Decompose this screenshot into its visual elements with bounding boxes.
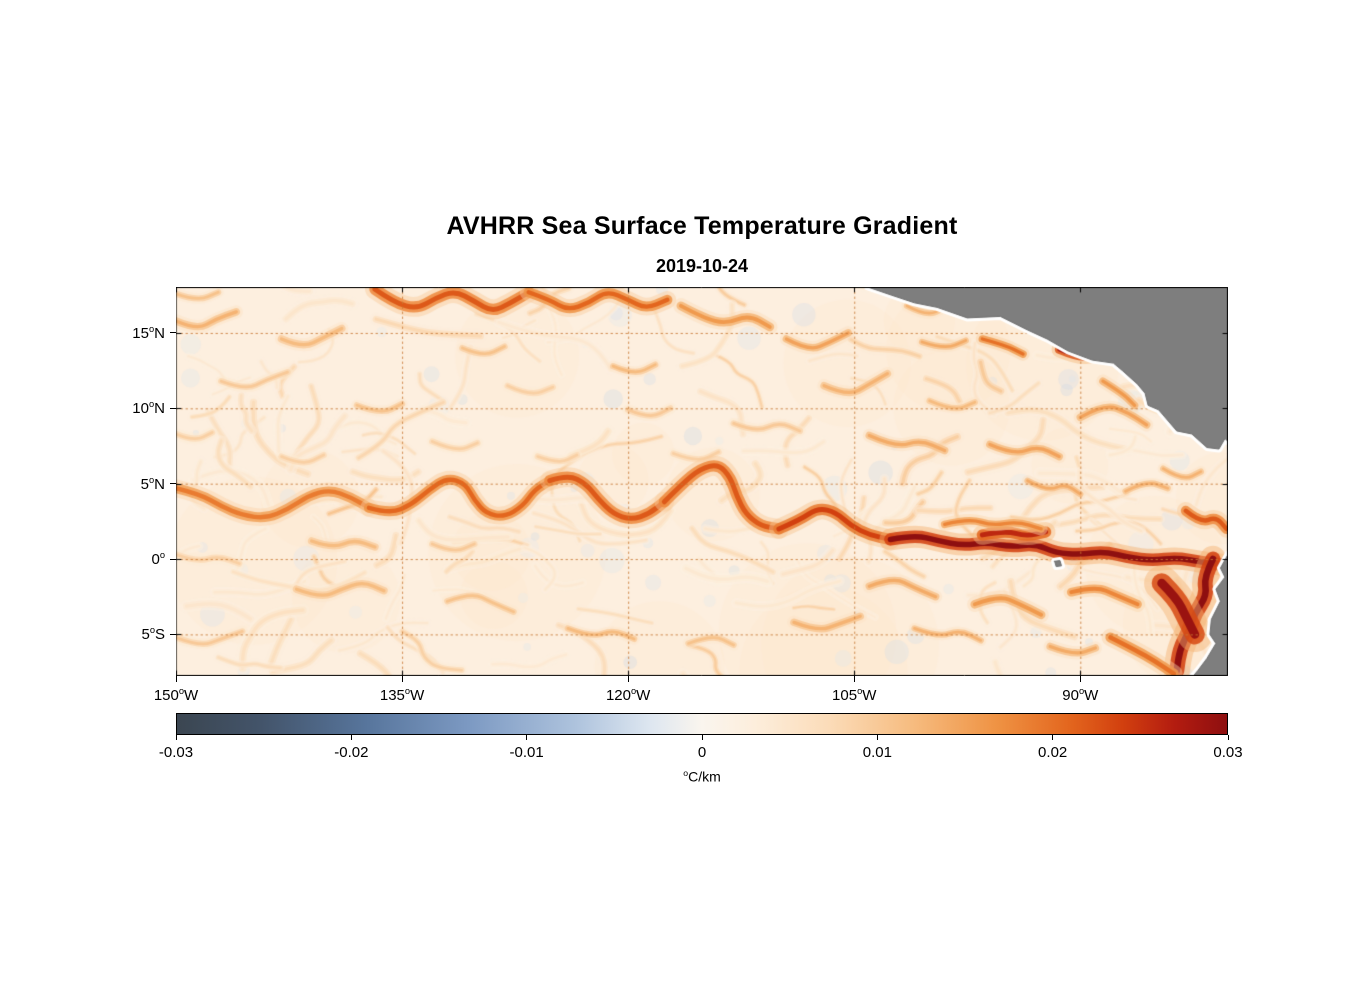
colorbar-tick-mark (876, 735, 878, 740)
x-tick-mark (1079, 676, 1081, 682)
colorbar-tick-mark (526, 735, 528, 740)
x-tick-mark (175, 676, 177, 682)
y-tick-mark (170, 483, 176, 485)
x-tick-label: 150oW (153, 686, 199, 704)
y-tick-label: 5oN (140, 474, 165, 493)
colorbar-unit-label: oC/km (683, 768, 721, 785)
y-tick-label: 10oN (132, 399, 165, 418)
colorbar-area: oC/km -0.03 -0.02 -0.01 0 0.01 0.02 0.03 (159, 713, 1243, 788)
colorbar-tick-label: -0.01 (509, 744, 544, 761)
x-tick-label: 120oW (605, 686, 651, 704)
chart-title: AVHRR Sea Surface Temperature Gradient (446, 212, 958, 240)
colorbar-tick-mark (175, 735, 177, 740)
x-tick-mark (627, 676, 629, 682)
y-tick-label: 5oS (141, 625, 165, 644)
chart-date-subtitle: 2019-10-24 (655, 256, 749, 276)
colorbar-tick-mark (1227, 735, 1229, 740)
colorbar-tick-label: -0.03 (158, 744, 194, 761)
x-tick-label: 105oW (832, 686, 877, 704)
y-tick-mark (170, 332, 176, 334)
colorbar-tick-label: 0 (697, 744, 707, 761)
colorbar-tick-mark (701, 735, 703, 740)
y-tick-label: 0o (151, 550, 165, 569)
y-tick-label: 15oN (132, 323, 165, 342)
y-tick-mark (170, 558, 176, 560)
colorbar-tick-label: 0.02 (1038, 744, 1068, 761)
colorbar-tick-mark (350, 735, 352, 740)
x-tick-label: 135oW (379, 686, 425, 704)
sst-gradient-heatmap (176, 287, 1228, 676)
y-tick-mark (170, 407, 176, 409)
map-plot: 150oW 135oW 120oW 105oW 90oW 15oN 10oN 5oN 0o 5oS (132, 287, 1228, 704)
colorbar-tick-label: -0.02 (334, 744, 369, 761)
y-tick-mark (170, 633, 176, 635)
x-tick-mark (401, 676, 403, 682)
colorbar-tick-mark (1052, 735, 1054, 740)
colorbar-tick-label: 0.03 (1213, 744, 1243, 761)
x-tick-mark (853, 676, 855, 682)
colorbar-tick-label: 0.01 (862, 744, 892, 761)
x-tick-label: 90oW (1062, 686, 1099, 704)
colorbar (176, 713, 1228, 735)
